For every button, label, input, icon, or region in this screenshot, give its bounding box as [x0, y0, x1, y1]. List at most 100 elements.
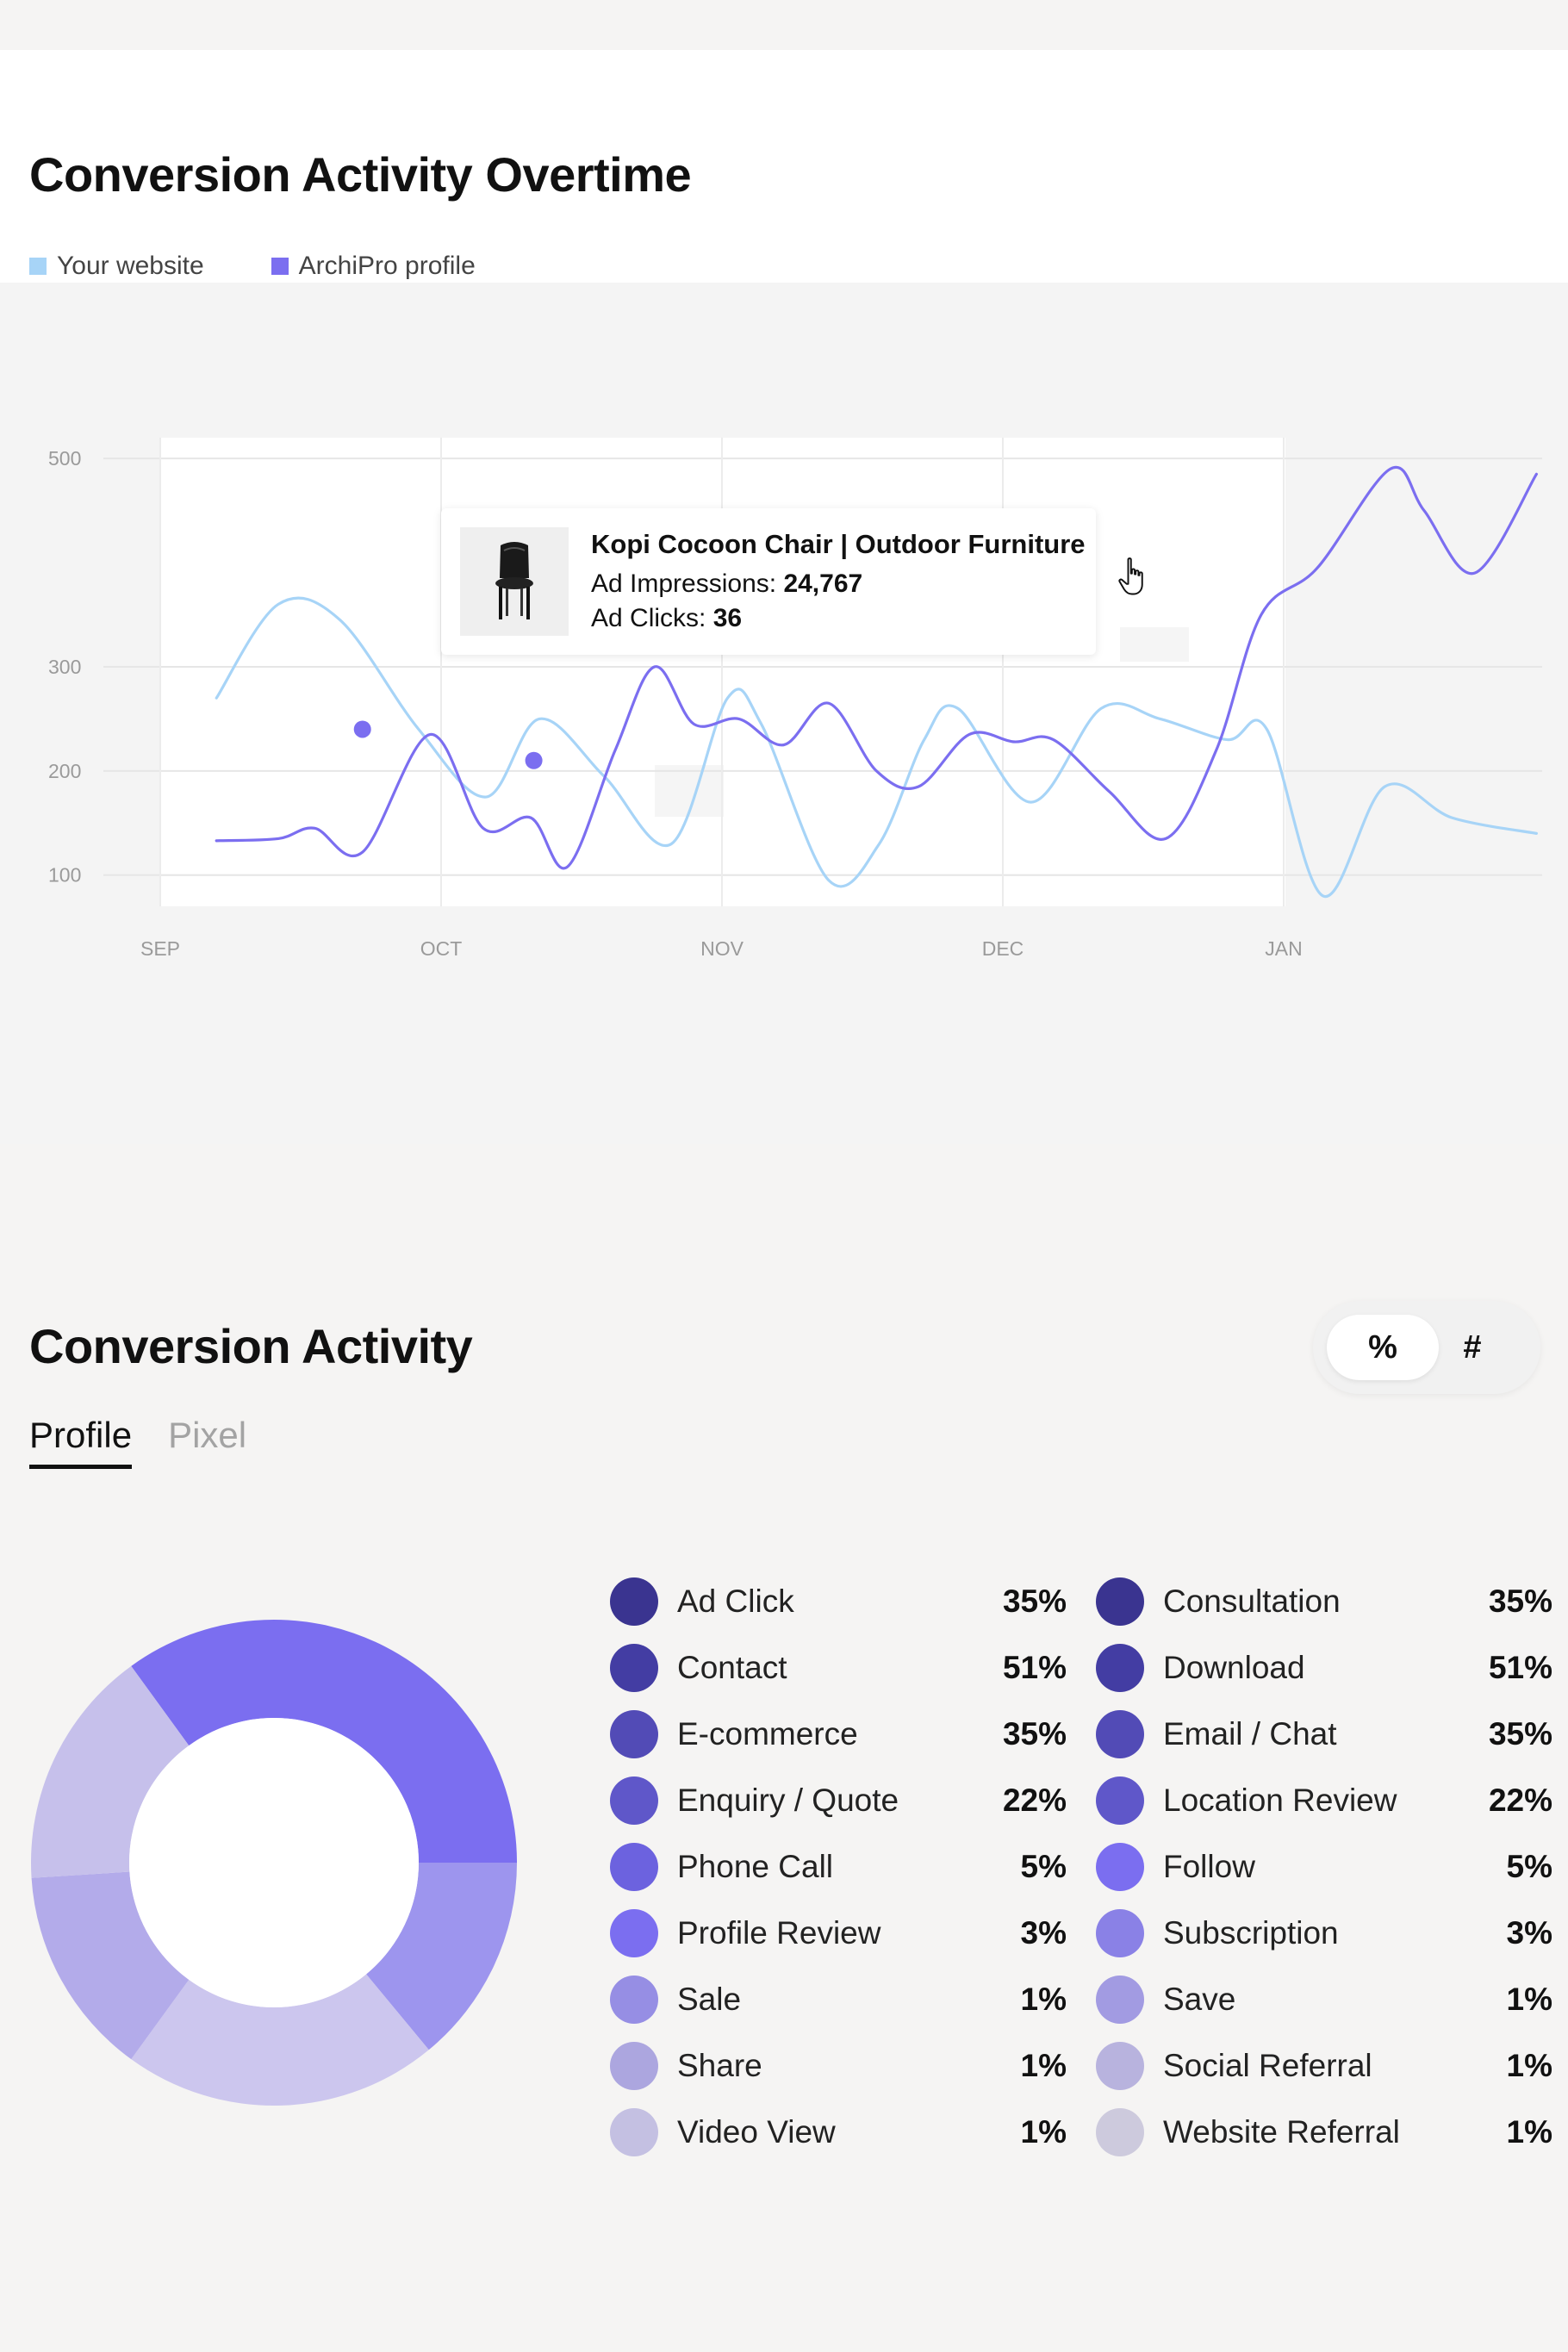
activity-tabs: Profile Pixel: [29, 1415, 246, 1469]
activity-value: 35%: [1002, 1583, 1067, 1619]
x-tick-label: DEC: [982, 937, 1024, 960]
activity-color-dot: [1096, 2041, 1144, 2090]
activity-color-dot: [610, 1709, 658, 1758]
activity-row-e-commerce: E-commerce 35%: [610, 1701, 1067, 1767]
activity-value: 1%: [1020, 2047, 1067, 2083]
activity-label: Download: [1163, 1649, 1305, 1685]
data-point-marker: [525, 751, 543, 769]
legend-label-your-website: Your website: [57, 252, 204, 280]
legend-label-archipro-profile: ArchiPro profile: [298, 252, 476, 280]
activity-label: Enquiry / Quote: [677, 1782, 899, 1818]
activity-color-dot: [610, 1643, 658, 1692]
chair-icon: [495, 542, 533, 619]
donut-chart: [31, 1620, 517, 2106]
y-tick-label: 200: [48, 760, 81, 782]
activity-color-dot: [610, 1776, 658, 1825]
donut-segment[interactable]: [31, 1665, 190, 1878]
activity-color-dot: [1096, 1908, 1144, 1957]
activity-color-dot: [1096, 2107, 1144, 2156]
x-tick-label: NOV: [700, 937, 744, 960]
tooltip-impressions: Ad Impressions: 24,767: [591, 567, 1086, 601]
activity-value: 22%: [1488, 1782, 1552, 1818]
donut-segment[interactable]: [131, 1620, 517, 1863]
series-line-your-website: [215, 596, 1538, 898]
activity-color-dot: [610, 1577, 658, 1626]
chart-legend: Your website ArchiPro profile: [29, 252, 476, 281]
donut-segment[interactable]: [31, 1871, 190, 2060]
chart-markers: [353, 720, 543, 769]
donut-segment[interactable]: [131, 1974, 429, 2106]
percent-count-toggle[interactable]: % #: [1313, 1301, 1540, 1394]
activity-label: E-commerce: [677, 1715, 858, 1752]
activity-value: 3%: [1020, 1914, 1067, 1951]
chart-section-title: Conversion Activity Overtime: [29, 147, 692, 202]
y-axis-ticks: 100 200 300 500: [48, 447, 81, 887]
legend-item-archipro-profile[interactable]: ArchiPro profile: [271, 252, 476, 281]
legend-swatch-archipro-profile: [271, 258, 289, 275]
plot-shade: [1120, 627, 1189, 662]
percent-toggle-button[interactable]: %: [1327, 1315, 1439, 1380]
activity-color-dot: [610, 2041, 658, 2090]
legend-swatch-your-website: [29, 258, 47, 275]
activity-value: 3%: [1506, 1914, 1552, 1951]
activity-label: Video View: [677, 2113, 836, 2150]
series-line-archipro-profile: [215, 465, 1538, 870]
activity-color-dot: [610, 1975, 658, 2024]
activity-label: Website Referral: [1163, 2113, 1400, 2150]
activity-label: Save: [1163, 1981, 1236, 2017]
activity-color-dot: [610, 2107, 658, 2156]
activity-value: 5%: [1020, 1848, 1067, 1884]
tooltip-text: Kopi Cocoon Chair | Outdoor Furniture Ad…: [591, 527, 1086, 636]
x-tick-label: JAN: [1265, 937, 1302, 960]
tab-pixel[interactable]: Pixel: [168, 1415, 247, 1455]
tooltip-title: Kopi Cocoon Chair | Outdoor Furniture: [591, 529, 1086, 559]
activity-row-share: Share 1%: [610, 2032, 1067, 2099]
activity-value: 1%: [1506, 2113, 1552, 2150]
chart-tooltip: Kopi Cocoon Chair | Outdoor Furniture Ad…: [441, 508, 1096, 655]
legend-item-your-website[interactable]: Your website: [29, 252, 204, 281]
activity-row-location-review: Location Review 22%: [1096, 1767, 1552, 1833]
line-chart: 100 200 300 500 SEP OCT NOV DEC JAN: [48, 438, 1542, 960]
activity-row-subscription: Subscription 3%: [1096, 1900, 1552, 1966]
activity-label: Follow: [1163, 1848, 1255, 1884]
x-axis-ticks: SEP OCT NOV DEC JAN: [140, 937, 1303, 960]
activity-value: 35%: [1002, 1715, 1067, 1752]
activity-row-download: Download 51%: [1096, 1634, 1552, 1701]
activity-row-enquiry-quote: Enquiry / Quote 22%: [610, 1767, 1067, 1833]
tooltip-clicks-value: 36: [712, 604, 743, 632]
tooltip-clicks: Ad Clicks: 36: [591, 601, 1086, 636]
activity-value: 1%: [1020, 2113, 1067, 2150]
activity-color-dot: [1096, 1842, 1144, 1891]
activity-row-follow: Follow 5%: [1096, 1833, 1552, 1900]
activity-row-video-view: Video View 1%: [610, 2099, 1067, 2165]
activity-row-social-referral: Social Referral 1%: [1096, 2032, 1552, 2099]
chart-series: [215, 465, 1538, 898]
activity-color-dot: [1096, 1709, 1144, 1758]
tooltip-impressions-label: Ad Impressions:: [591, 569, 777, 598]
activity-row-phone-call: Phone Call 5%: [610, 1833, 1067, 1900]
activity-value: 51%: [1488, 1649, 1552, 1685]
y-tick-label: 300: [48, 656, 81, 678]
activity-row-website-referral: Website Referral 1%: [1096, 2099, 1552, 2165]
activity-row-consultation: Consultation 35%: [1096, 1568, 1552, 1634]
activity-list-right: Consultation 35% Download 51% Email / Chat 35…: [1096, 1568, 1552, 2165]
activity-label: Share: [677, 2047, 762, 2083]
activity-label: Profile Review: [677, 1914, 881, 1951]
count-toggle-button[interactable]: #: [1416, 1315, 1528, 1380]
activity-label: Subscription: [1163, 1914, 1339, 1951]
activity-color-dot: [610, 1908, 658, 1957]
donut-segment[interactable]: [366, 1863, 517, 2050]
product-thumbnail: [460, 527, 569, 636]
activity-value: 35%: [1488, 1583, 1552, 1619]
activity-color-dot: [1096, 1776, 1144, 1825]
tooltip-clicks-label: Ad Clicks:: [591, 604, 706, 632]
tooltip-impressions-value: 24,767: [783, 569, 863, 598]
chart-header-panel: [0, 50, 1568, 283]
activity-value: 51%: [1002, 1649, 1067, 1685]
tab-profile[interactable]: Profile: [29, 1415, 133, 1469]
x-tick-label: SEP: [140, 937, 180, 960]
activity-section-title: Conversion Activity: [29, 1319, 473, 1373]
activity-list-left: Ad Click 35% Contact 51% E-commerce 35% Enquir…: [610, 1568, 1067, 2165]
activity-label: Email / Chat: [1163, 1715, 1337, 1752]
activity-color-dot: [1096, 1975, 1144, 2024]
